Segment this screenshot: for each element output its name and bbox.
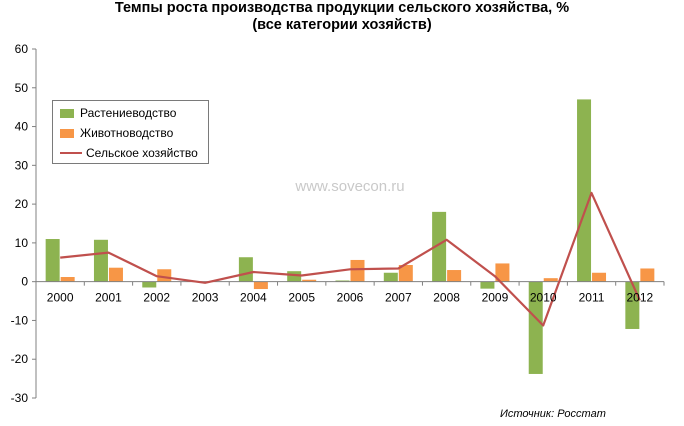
- y-tick-label: 40: [15, 120, 29, 134]
- y-tick-label: -10: [11, 313, 29, 327]
- legend-label-agriculture: Сельское хозяйство: [86, 146, 198, 160]
- bar-plants: [480, 281, 495, 289]
- x-tick-label: 2005: [288, 291, 315, 305]
- chart-title: Темпы роста производства продукции сельс…: [0, 0, 684, 34]
- x-tick-label: 2004: [240, 291, 267, 305]
- bar-plants: [383, 272, 398, 282]
- chart-legend: Растениеводство Животноводство Сельское …: [52, 100, 209, 164]
- bar-plants: [142, 281, 157, 288]
- y-tick-label: 10: [15, 236, 29, 250]
- y-tick-label: 0: [21, 275, 28, 289]
- x-tick-label: 2010: [530, 291, 557, 305]
- plot-layer: -30 -20 -10 0 10 20 30 40 50 60 2000 2001 2002 2003 20…: [11, 42, 665, 405]
- x-tick-label: 2012: [626, 291, 653, 305]
- x-tick-label: 2011: [579, 291, 605, 305]
- bar-plants: [45, 239, 60, 282]
- bar-plants: [528, 281, 543, 374]
- bar-livestock: [60, 277, 75, 282]
- watermark-text: www.sovecon.ru: [294, 178, 404, 195]
- bar-livestock: [495, 263, 510, 282]
- x-tick-label: 2003: [192, 291, 219, 305]
- bar-livestock: [640, 268, 655, 282]
- y-tick-label: 60: [15, 42, 29, 56]
- bar-livestock: [592, 272, 607, 282]
- line-agriculture: [60, 191, 641, 327]
- bar-livestock: [302, 279, 317, 282]
- bar-livestock: [253, 281, 268, 290]
- bar-plants: [577, 99, 592, 282]
- x-tick-label: 2009: [482, 291, 509, 305]
- legend-swatch-agriculture: [60, 152, 82, 154]
- y-tick-label: -20: [11, 352, 29, 366]
- chart-title-line1: Темпы роста производства продукции сельс…: [114, 0, 570, 16]
- source-note: Источник: Росстат: [500, 408, 606, 420]
- y-tick-label: 30: [15, 158, 29, 172]
- bar-plants: [287, 271, 302, 282]
- bar-plants: [432, 211, 447, 282]
- y-tick-label: -30: [11, 391, 29, 405]
- bar-plants: [335, 280, 350, 282]
- legend-item-livestock: Животноводство: [60, 124, 173, 142]
- x-tick-label: 2000: [47, 291, 74, 305]
- bar-livestock: [398, 264, 413, 282]
- legend-swatch-plants: [60, 108, 74, 118]
- bar-livestock: [447, 270, 462, 282]
- bar-livestock: [543, 278, 558, 282]
- bar-plants: [93, 239, 108, 282]
- bar-livestock: [350, 259, 365, 282]
- x-tick-label: 2001: [95, 291, 122, 305]
- legend-label-livestock: Животноводство: [80, 126, 174, 140]
- y-tick-label: 50: [15, 81, 29, 95]
- x-tick-label: 2007: [385, 291, 412, 305]
- bar-livestock: [108, 267, 123, 282]
- bar-plants: [625, 281, 640, 329]
- legend-item-plants: Растениеводство: [60, 104, 176, 122]
- legend-swatch-livestock: [60, 128, 74, 138]
- y-tick-label: 20: [15, 197, 29, 211]
- legend-item-agriculture: Сельское хозяйство: [60, 144, 198, 162]
- bar-plants: [238, 257, 253, 282]
- chart-title-line2: (все категории хозяйств): [252, 17, 432, 33]
- x-tick-label: 2002: [143, 291, 170, 305]
- x-tick-label: 2006: [337, 291, 364, 305]
- x-tick-label: 2008: [433, 291, 460, 305]
- legend-label-plants: Растениеводство: [80, 106, 177, 120]
